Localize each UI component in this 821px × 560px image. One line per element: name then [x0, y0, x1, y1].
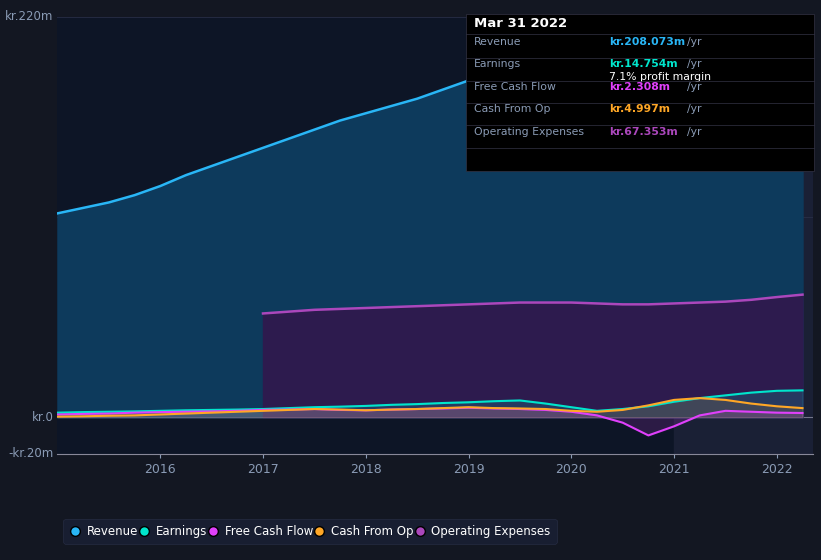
Legend: Revenue, Earnings, Free Cash Flow, Cash From Op, Operating Expenses: Revenue, Earnings, Free Cash Flow, Cash …: [63, 519, 557, 544]
Text: kr.208.073m: kr.208.073m: [609, 37, 686, 47]
Text: kr.220m: kr.220m: [5, 10, 53, 24]
Text: Revenue: Revenue: [474, 37, 521, 47]
Text: Cash From Op: Cash From Op: [474, 104, 550, 114]
Text: kr.14.754m: kr.14.754m: [609, 59, 678, 69]
Text: Earnings: Earnings: [474, 59, 521, 69]
Text: /yr: /yr: [687, 104, 702, 114]
Text: kr.67.353m: kr.67.353m: [609, 127, 678, 137]
Text: Free Cash Flow: Free Cash Flow: [474, 82, 556, 92]
Text: kr.4.997m: kr.4.997m: [609, 104, 670, 114]
Text: /yr: /yr: [687, 59, 702, 69]
Text: /yr: /yr: [687, 82, 702, 92]
Text: 7.1% profit margin: 7.1% profit margin: [609, 72, 711, 82]
Bar: [674, 17, 813, 454]
Text: /yr: /yr: [687, 127, 702, 137]
Text: -kr.20m: -kr.20m: [8, 447, 53, 460]
Text: kr.0: kr.0: [32, 410, 53, 424]
Text: kr.2.308m: kr.2.308m: [609, 82, 670, 92]
Text: /yr: /yr: [687, 37, 702, 47]
Text: Operating Expenses: Operating Expenses: [474, 127, 584, 137]
Text: Mar 31 2022: Mar 31 2022: [474, 17, 566, 30]
